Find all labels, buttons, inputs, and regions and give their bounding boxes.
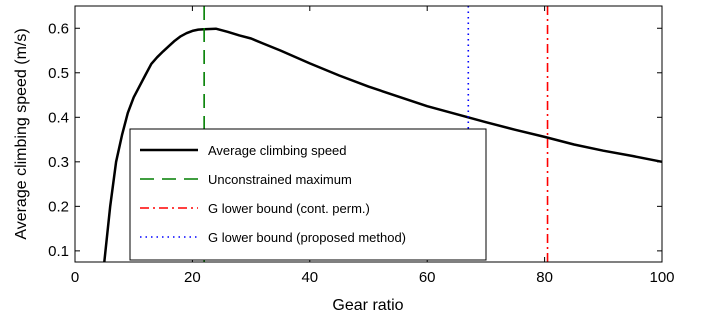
x-tick-label-1: 20 — [184, 269, 201, 286]
x-tick-label-0: 0 — [71, 269, 79, 286]
y-axis-title: Average climbing speed (m/s) — [13, 28, 30, 239]
y-tick-label-5: 0.6 — [48, 20, 69, 37]
y-tick-label-0: 0.1 — [48, 243, 69, 260]
x-tick-label-2: 40 — [301, 269, 318, 286]
legend-label-0: Average climbing speed — [208, 143, 347, 158]
y-tick-label-4: 0.5 — [48, 65, 69, 82]
y-tick-label-1: 0.2 — [48, 198, 69, 215]
legend-label-3: G lower bound (proposed method) — [208, 230, 406, 245]
legend-items: Average climbing speed Unconstrained maxi… — [140, 143, 406, 245]
x-tick-label-4: 80 — [536, 269, 553, 286]
ticks-layer: 0 20 40 60 80 100 0.1 0.2 0.3 0.4 0.5 0.6 — [48, 6, 675, 286]
y-tick-label-3: 0.4 — [48, 109, 69, 126]
legend-label-2: G lower bound (cont. perm.) — [208, 201, 370, 216]
x-tick-label-5: 100 — [649, 269, 674, 286]
y-tick-label-2: 0.3 — [48, 154, 69, 171]
plot-frame — [74, 5, 663, 263]
x-tick-label-3: 60 — [419, 269, 436, 286]
series-line-0 — [103, 27, 663, 263]
legend: Average climbing speed Unconstrained maxi… — [129, 128, 487, 261]
legend-label-1: Unconstrained maximum — [208, 172, 352, 187]
x-axis-title: Gear ratio — [332, 297, 403, 314]
